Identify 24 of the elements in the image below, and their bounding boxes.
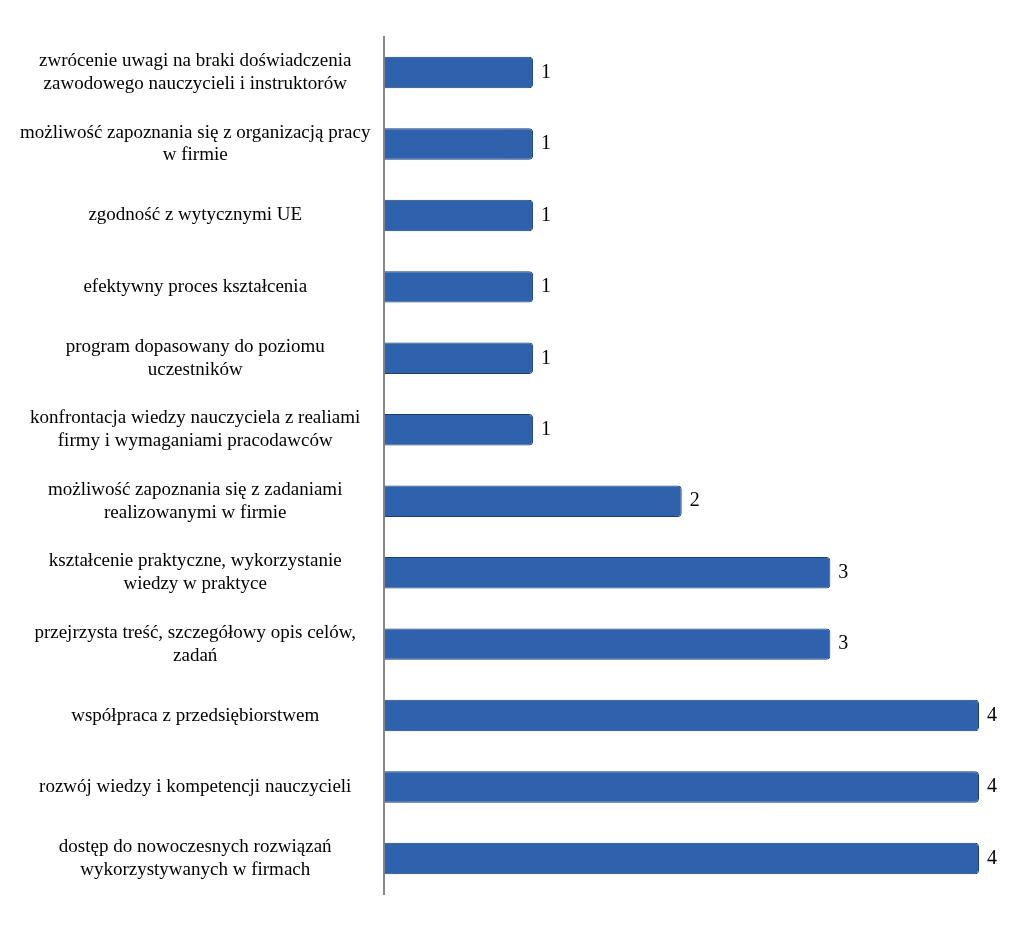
y-tick-label: dostęp do nowoczesnych rozwiązań wykorzystywanych w firmach <box>58 835 333 879</box>
data-label: 1 <box>541 59 552 82</box>
data-label: 1 <box>541 202 552 225</box>
data-label: 3 <box>838 559 849 582</box>
y-tick-label: efektywny proces kształcenia <box>83 274 308 296</box>
data-label: 1 <box>541 274 552 297</box>
data-label: 4 <box>987 845 997 868</box>
y-tick-label: możliwość zapoznania się z zadaniami realizowanymi w firmie <box>48 477 343 522</box>
data-label: 4 <box>987 774 997 797</box>
data-label: 2 <box>689 488 700 511</box>
data-label: 1 <box>541 131 552 154</box>
data-label: 1 <box>541 417 552 440</box>
y-tick-label: zwrócenie uwagi na braki doświadczenia zawodowego nauczycieli i instruktorów <box>39 49 352 93</box>
y-tick-label: rozwój wiedzy i kompetencji nauczycieli <box>39 775 352 797</box>
y-tick-label: możliwość zapoznania się z organizacją pracy w firmie <box>20 120 371 165</box>
y-tick-label: kształcenie praktyczne, wykorzystanie wiedzy w praktyce <box>48 549 342 594</box>
data-label: 4 <box>987 702 997 725</box>
y-tick-label: konfrontacja wiedzy nauczyciela z realiami firmy i wymaganiami pracodawców <box>30 406 361 451</box>
data-label: 3 <box>838 631 849 654</box>
y-tick-label: przejrzysta treść, szczegółowy opis celów, zadań <box>34 620 357 665</box>
y-tick-label: program dopasowany do poziomu uczestników <box>65 334 326 379</box>
data-label: 1 <box>541 345 552 368</box>
y-tick-label: współpraca z przedsiębiorstwem <box>71 703 320 725</box>
y-tick-label: zgodność z wytycznymi UE <box>88 203 303 225</box>
